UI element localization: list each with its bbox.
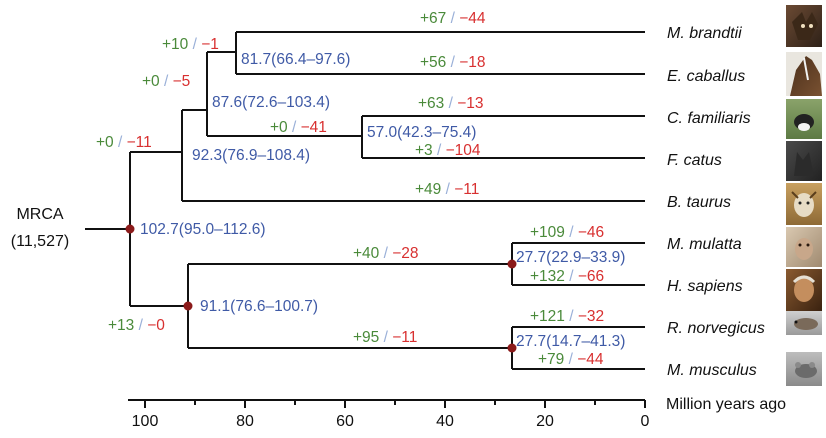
- pegasoferae-gain-loss-label: +0 / −5: [142, 73, 190, 90]
- rodents-age-label: 27.7(14.7–41.3): [516, 333, 625, 350]
- species-label-bat: M. brandtii: [667, 25, 742, 42]
- mouse-gain-loss-label: +79 / −44: [538, 351, 604, 368]
- mouse-photo: [786, 352, 822, 386]
- root-age-label: 102.7(95.0–112.6): [140, 221, 266, 238]
- axis-tick-label-40: 40: [436, 413, 454, 430]
- root-node-dot: [125, 224, 135, 234]
- bat-gain-loss-label: +67 / −44: [420, 10, 486, 27]
- bat-horse-age-label: 81.7(66.4–97.6): [241, 51, 350, 68]
- monkey-gain-loss-label: +109 / −46: [530, 224, 604, 241]
- rat-gain-loss-label: +121 / −32: [530, 308, 604, 325]
- species-label-dog: C. familiaris: [667, 110, 751, 127]
- species-photos: [786, 5, 822, 386]
- human-gain-loss-label: +132 / −66: [530, 268, 604, 285]
- primates-age-label: 27.7(22.9–33.9): [516, 249, 625, 266]
- dog-gain-loss-label: +63 / −13: [418, 95, 484, 112]
- tree-branches: [85, 31, 645, 370]
- axis-tick-label-60: 60: [336, 413, 354, 430]
- monkey-photo: [786, 227, 822, 267]
- rodents-node-dot: [507, 343, 517, 353]
- axis-tick-label-0: 0: [641, 413, 650, 430]
- terminal-gain-loss-labels: +67 / −44 +56 / −18 +63 / −13 +3 / −104 …: [415, 10, 604, 368]
- bat-photo: [786, 5, 822, 47]
- horse-photo: [786, 52, 822, 96]
- pegasoferae-age-label: 87.6(72.6–103.4): [212, 94, 330, 111]
- species-label-mouse: M. musculus: [667, 362, 757, 379]
- bat-horse-gain-loss-label: +10 / −1: [162, 36, 219, 53]
- root-label-line1: MRCA: [16, 206, 63, 223]
- rodents-gain-loss-label: +95 / −11: [353, 329, 417, 346]
- horse-gain-loss-label: +56 / −18: [420, 54, 486, 71]
- axis-tick-label-80: 80: [236, 413, 254, 430]
- primates-gain-loss-label: +40 / −28: [353, 245, 419, 262]
- primates-node-dot: [507, 259, 517, 269]
- human-photo: [786, 269, 822, 311]
- carnivora-gain-loss-label: +0 / −41: [270, 119, 327, 136]
- species-label-human: H. sapiens: [667, 278, 743, 295]
- laurasiatheria-gain-loss-label: +0 / −11: [96, 134, 152, 151]
- euarchontoglires-age-label: 91.1(76.6–100.7): [200, 298, 318, 315]
- species-label-cow: B. taurus: [667, 194, 731, 211]
- axis-tick-marks: [144, 400, 646, 408]
- cat-gain-loss-label: +3 / −104: [415, 142, 481, 159]
- species-labels: M. brandtii E. caballus C. familiaris F.…: [667, 25, 765, 379]
- rat-photo: [786, 311, 822, 335]
- axis-tick-label-20: 20: [536, 413, 554, 430]
- euarchontoglires-node-dot: [183, 301, 193, 311]
- cat-photo: [786, 141, 822, 181]
- carnivora-age-label: 57.0(42.3–75.4): [367, 124, 476, 141]
- cow-gain-loss-label: +49 / −11: [415, 181, 479, 198]
- species-label-monkey: M. mulatta: [667, 236, 742, 253]
- dog-photo: [786, 99, 822, 139]
- species-label-horse: E. caballus: [667, 68, 745, 85]
- node-age-labels: 81.7(66.4–97.6) 87.6(72.6–103.4) 57.0(42…: [140, 51, 625, 350]
- cow-photo: [786, 183, 822, 225]
- euarchontoglires-gain-loss-label: +13 / −0: [108, 317, 165, 334]
- axis-title: Million years ago: [666, 396, 786, 413]
- internal-gain-loss-labels: +10 / −1 +0 / −5 +0 / −41 +0 / −11 +40 /…: [96, 36, 419, 346]
- dated-node-markers: [125, 224, 517, 353]
- laurasiatheria-age-label: 92.3(76.9–108.4): [192, 147, 310, 164]
- time-axis: 100 80 60 40 20 0 Million years ago: [128, 396, 786, 430]
- species-label-rat: R. norvegicus: [667, 320, 765, 337]
- axis-tick-label-100: 100: [132, 413, 159, 430]
- species-label-cat: F. catus: [667, 152, 722, 169]
- root-label-line2: (11,527): [11, 233, 69, 250]
